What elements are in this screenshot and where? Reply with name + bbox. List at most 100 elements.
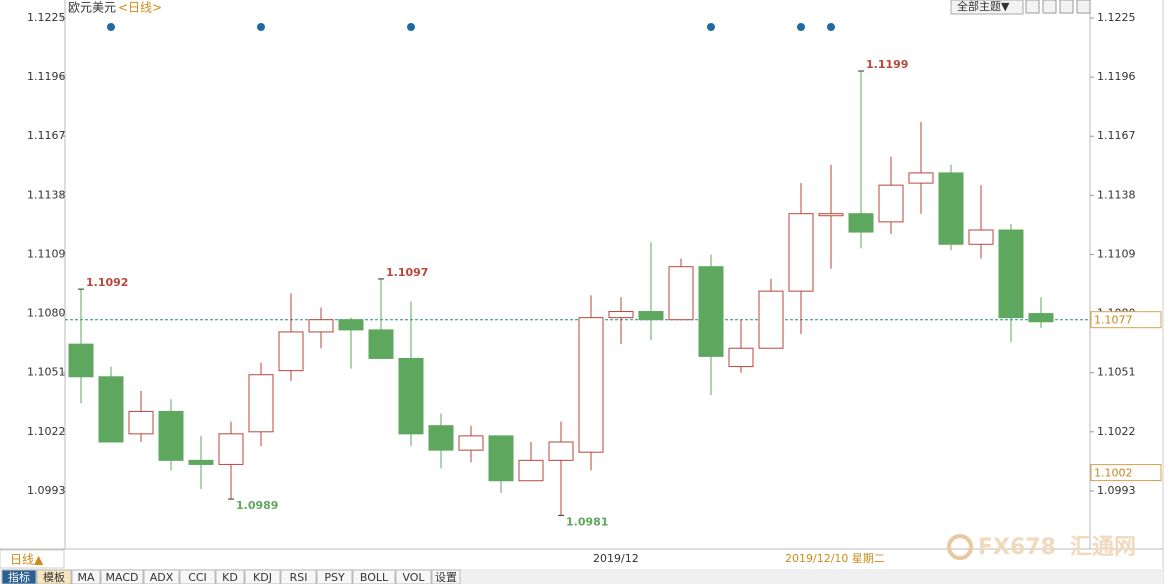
period-tab-box[interactable] [0, 549, 65, 569]
candle-body [338, 319, 364, 331]
candle-body [548, 441, 574, 461]
tab-box[interactable] [215, 569, 245, 584]
candle-body [968, 229, 994, 245]
candle-body [368, 329, 394, 359]
tab[interactable]: MA [77, 571, 94, 584]
candle-body [98, 376, 124, 443]
y-tick-label-right: 1.1051 [1097, 366, 1136, 379]
y-tick-label-right: 1.1167 [1097, 129, 1136, 142]
tab[interactable]: 设置 [435, 571, 457, 584]
candle-body [218, 433, 244, 465]
tab[interactable]: 指标 [8, 570, 30, 584]
tab[interactable]: CCI [188, 571, 207, 584]
y-tick-label: 1.1225 [27, 11, 66, 24]
toolbar-icon[interactable] [1076, 0, 1091, 14]
candle-body [698, 266, 724, 357]
tab[interactable]: ADX [150, 571, 174, 584]
candle-body [458, 435, 484, 451]
y-tick-label: 1.1080 [27, 307, 66, 320]
tab[interactable]: PSY [324, 571, 345, 584]
y-tick-label: 1.1196 [27, 70, 66, 83]
theme-button[interactable]: 全部主题▼ [957, 0, 1010, 13]
cursor-price-label: 1.1002 [1094, 467, 1133, 480]
candle-body [188, 459, 214, 465]
y-tick-label: 1.1167 [27, 129, 66, 142]
period-label: <日线> [118, 1, 162, 15]
y-tick-label: 1.1051 [27, 366, 66, 379]
event-marker[interactable] [797, 23, 805, 31]
y-tick-label-right: 1.1022 [1097, 425, 1136, 438]
price-box [1090, 311, 1162, 329]
tab-box[interactable] [179, 569, 216, 584]
period-tab[interactable]: 日线▲ [10, 553, 44, 567]
low-label: 1.0989 [236, 499, 278, 512]
high-label: 1.1092 [86, 276, 128, 289]
tab[interactable]: VOL [402, 571, 425, 584]
tab-box[interactable] [280, 569, 317, 584]
tab-box[interactable] [352, 569, 396, 584]
candle-body [248, 374, 274, 433]
tab[interactable]: BOLL [360, 571, 389, 584]
toolbar-icon[interactable] [1059, 0, 1074, 14]
price-label: 1.1077 [1094, 314, 1133, 327]
toolbar-icon[interactable] [1042, 0, 1057, 14]
tab-box[interactable] [36, 569, 72, 584]
candle-body [158, 410, 184, 461]
candle-body [488, 435, 514, 482]
low-label: 1.0981 [566, 515, 608, 528]
candle-body [938, 172, 964, 245]
tab-box[interactable] [244, 569, 281, 584]
y-tick-label: 1.1138 [27, 188, 66, 201]
tab-box[interactable] [431, 569, 461, 584]
high-label: 1.1199 [866, 58, 908, 71]
y-tick-label-right: 1.1196 [1097, 70, 1136, 83]
candle-body [278, 331, 304, 372]
watermark: FX678 [978, 535, 1056, 560]
candle-body [578, 317, 604, 453]
tab[interactable]: KDJ [253, 571, 272, 584]
high-label: 1.1097 [386, 266, 428, 279]
candle-body [848, 213, 874, 233]
tabs: 指标 模板 MA MACD ADX CCI KD KDJ RSI PSY BOLL VOL 设置 [1, 569, 461, 584]
tab[interactable]: 模板 [43, 570, 65, 584]
y-tick-label: 1.0993 [27, 484, 66, 497]
tab-box[interactable] [316, 569, 353, 584]
x-axis-label: 2019/12 [593, 552, 639, 565]
candle-body [68, 343, 94, 378]
candle-body [608, 311, 634, 319]
theme-button-box[interactable] [950, 0, 1024, 15]
candle-body [998, 229, 1024, 319]
y-tick-label-right: 1.1225 [1097, 11, 1136, 24]
candle-body [818, 213, 844, 217]
candle-body [878, 184, 904, 223]
tab-box[interactable] [143, 569, 180, 584]
candle-body [758, 290, 784, 349]
tab-box[interactable] [1, 569, 37, 584]
event-marker[interactable] [107, 23, 115, 31]
tab-box[interactable] [100, 569, 144, 584]
candle-body [428, 425, 454, 451]
event-marker[interactable] [827, 23, 835, 31]
tab-box[interactable] [71, 569, 101, 584]
candle-body [668, 266, 694, 321]
tab[interactable]: KD [222, 571, 238, 584]
candle-body [398, 357, 424, 435]
candle-body [308, 319, 334, 333]
y-tick-label: 1.1022 [27, 425, 66, 438]
candle-body [518, 459, 544, 482]
tab[interactable]: MACD [106, 571, 139, 584]
candle-body [128, 410, 154, 435]
tab-box[interactable] [395, 569, 432, 584]
event-marker[interactable] [257, 23, 265, 31]
cursor-price-box [1090, 464, 1162, 482]
candle-body [908, 172, 934, 184]
tab[interactable]: RSI [290, 571, 308, 584]
chart-title: 欧元美元 [68, 1, 116, 15]
toolbar-icon[interactable] [1025, 0, 1040, 14]
candle-body [638, 311, 664, 321]
event-marker[interactable] [407, 23, 415, 31]
y-tick-label-right: 1.1138 [1097, 188, 1136, 201]
event-marker[interactable] [707, 23, 715, 31]
